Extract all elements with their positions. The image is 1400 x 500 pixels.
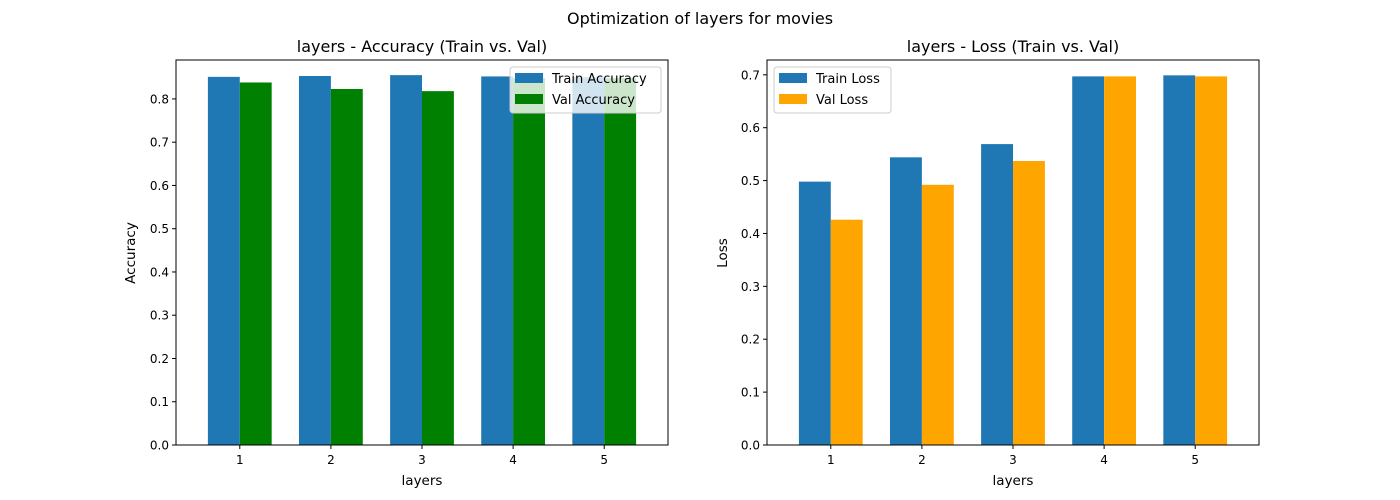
accuracy-legend-box	[509, 66, 662, 114]
loss-bar-train-2	[890, 157, 922, 445]
loss-x-tick-label: 2	[918, 453, 926, 467]
accuracy-legend: Train Accuracy Val Accuracy	[509, 66, 662, 114]
loss-x-tick-label: 3	[1009, 453, 1017, 467]
accuracy-y-tick-label: 0.4	[150, 265, 169, 279]
accuracy-x-tick-label: 5	[600, 453, 608, 467]
loss-bar-train-3	[981, 144, 1013, 445]
accuracy-legend-swatch	[515, 73, 543, 83]
accuracy-y-tick-label: 0.0	[150, 439, 169, 453]
accuracy-bar-train-4	[481, 76, 514, 445]
accuracy-x-tick-label: 2	[327, 453, 335, 467]
loss-bar-val-5	[1195, 76, 1228, 445]
accuracy-bar-val-1	[239, 82, 272, 446]
accuracy-x-axis-label: layers	[402, 473, 443, 489]
accuracy-x-tick-label: 4	[509, 453, 517, 467]
accuracy-bar-val-5	[604, 78, 637, 446]
loss-legend-swatch	[779, 73, 807, 83]
accuracy-chart: layers - Accuracy (Train vs. Val) layers…	[123, 37, 669, 489]
accuracy-x-tick-label: 3	[418, 453, 426, 467]
accuracy-y-tick-label: 0.1	[150, 395, 169, 409]
loss-bar-train-4	[1072, 76, 1105, 445]
loss-x-tick-label: 5	[1191, 453, 1199, 467]
accuracy-y-tick-label: 0.8	[150, 92, 169, 106]
loss-y-tick-label: 0.5	[741, 174, 760, 188]
loss-legend-swatch	[779, 94, 807, 104]
loss-bar-val-4	[1104, 76, 1136, 445]
loss-bar-val-1	[830, 219, 863, 445]
loss-y-tick-label: 0.4	[741, 227, 760, 241]
loss-y-axis-label: Loss	[715, 238, 731, 268]
loss-bar-train-1	[798, 181, 831, 445]
accuracy-bar-val-2	[330, 88, 363, 445]
accuracy-legend-label: Train Accuracy	[551, 72, 647, 87]
accuracy-legend-swatch	[515, 94, 543, 104]
accuracy-bar-val-4	[513, 78, 545, 446]
accuracy-y-tick-label: 0.6	[150, 179, 169, 193]
accuracy-bar-train-2	[299, 76, 331, 445]
loss-x-axis-label: layers	[993, 473, 1034, 489]
loss-chart-title: layers - Loss (Train vs. Val)	[907, 37, 1120, 56]
accuracy-y-axis-label: Accuracy	[123, 222, 139, 284]
loss-y-tick-label: 0.2	[741, 333, 760, 347]
loss-chart: layers - Loss (Train vs. Val) layers Los…	[715, 37, 1260, 489]
loss-bar-train-5	[1163, 75, 1196, 445]
accuracy-y-tick-label: 0.7	[150, 136, 169, 150]
loss-y-tick-label: 0.1	[741, 386, 760, 400]
loss-bar-val-3	[1013, 161, 1045, 445]
loss-x-tick-label: 1	[827, 453, 835, 467]
accuracy-bar-train-3	[390, 75, 422, 445]
loss-legend-label: Train Loss	[815, 72, 880, 87]
accuracy-bar-train-5	[572, 77, 605, 446]
loss-legend-label: Val Loss	[816, 93, 868, 108]
accuracy-x-tick-label: 1	[236, 453, 244, 467]
accuracy-bar-train-1	[207, 76, 240, 446]
loss-y-tick-label: 0.0	[741, 439, 760, 453]
accuracy-y-tick-label: 0.2	[150, 352, 169, 366]
loss-y-tick-label: 0.7	[741, 68, 760, 82]
loss-legend: Train Loss Val Loss	[773, 66, 892, 114]
figure-suptitle: Optimization of layers for movies	[567, 9, 833, 28]
loss-bar-val-2	[921, 184, 954, 445]
loss-y-tick-label: 0.6	[741, 121, 760, 135]
accuracy-y-tick-label: 0.5	[150, 222, 169, 236]
loss-y-tick-label: 0.3	[741, 280, 760, 294]
accuracy-legend-label: Val Accuracy	[552, 93, 635, 108]
loss-x-tick-label: 4	[1100, 453, 1108, 467]
accuracy-bar-val-3	[422, 91, 454, 446]
accuracy-y-tick-label: 0.3	[150, 309, 169, 323]
accuracy-chart-title: layers - Accuracy (Train vs. Val)	[297, 37, 547, 56]
